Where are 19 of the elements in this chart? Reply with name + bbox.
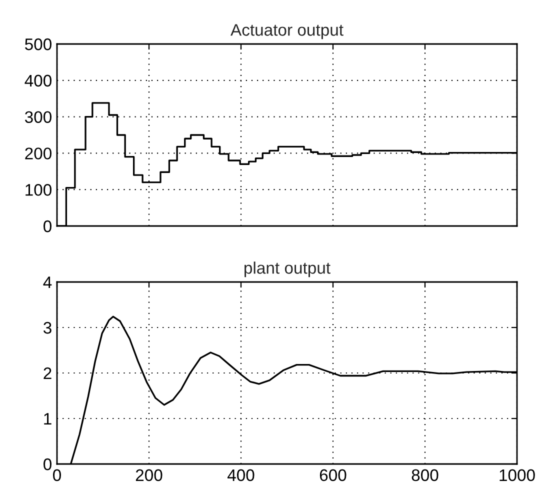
y-tick-label: 300 bbox=[24, 111, 52, 124]
x-tick-label: 400 bbox=[227, 469, 254, 482]
x-tick-label: 800 bbox=[412, 469, 438, 482]
y-tick-label: 200 bbox=[25, 148, 52, 160]
y-tick-label: 500 bbox=[25, 38, 52, 50]
y-tick-label: 1 bbox=[44, 413, 52, 425]
x-tick-label: 600 bbox=[320, 469, 346, 482]
y-tick-label: 0 bbox=[44, 220, 52, 232]
y-tick-label: 4 bbox=[43, 276, 52, 288]
chart-title: Actuator output bbox=[230, 24, 344, 40]
chart-title: plant output bbox=[244, 262, 330, 278]
y-tick-label: 400 bbox=[24, 74, 52, 87]
y-tick-label: 3 bbox=[44, 322, 52, 334]
y-tick-label: 0 bbox=[44, 458, 52, 470]
y-tick-label: 2 bbox=[44, 367, 52, 380]
x-tick-label: 0 bbox=[53, 469, 61, 482]
x-tick-label: 1000 bbox=[500, 469, 535, 482]
y-tick-label: 100 bbox=[26, 184, 52, 196]
x-tick-label: 200 bbox=[136, 469, 162, 482]
